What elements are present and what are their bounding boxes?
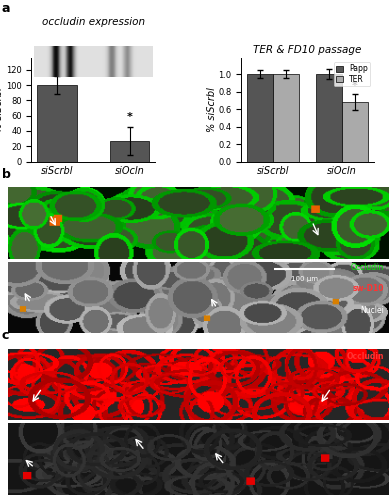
Bar	[342, 102, 368, 162]
Bar	[316, 74, 342, 162]
Text: b: b	[2, 168, 11, 181]
Text: Occludin: Occludin	[347, 352, 384, 361]
Bar	[247, 74, 273, 162]
Bar	[273, 74, 299, 162]
Title: TER & FD10 passage: TER & FD10 passage	[253, 44, 362, 54]
Y-axis label: % siScrbl: % siScrbl	[207, 88, 217, 132]
Text: c: c	[2, 329, 9, 342]
Text: siOcln: siOcln	[0, 446, 2, 473]
Text: siScrbl: siScrbl	[0, 370, 2, 400]
Bar	[109, 141, 149, 162]
Legend: Papp, TER: Papp, TER	[334, 62, 370, 86]
Text: Nuclei: Nuclei	[360, 306, 384, 315]
Text: Occludin: Occludin	[351, 263, 384, 272]
Title: occludin expression: occludin expression	[42, 17, 145, 27]
Text: 100 μm: 100 μm	[291, 276, 318, 282]
Text: siScrbl: siScrbl	[0, 208, 2, 238]
Text: *: *	[127, 112, 132, 122]
Bar	[37, 85, 77, 162]
Text: a: a	[2, 2, 11, 16]
Text: siOcln: siOcln	[0, 284, 2, 311]
Text: sw-D10: sw-D10	[353, 284, 384, 294]
Y-axis label: % siScrbl: % siScrbl	[0, 88, 4, 132]
Text: *: *	[352, 80, 358, 90]
